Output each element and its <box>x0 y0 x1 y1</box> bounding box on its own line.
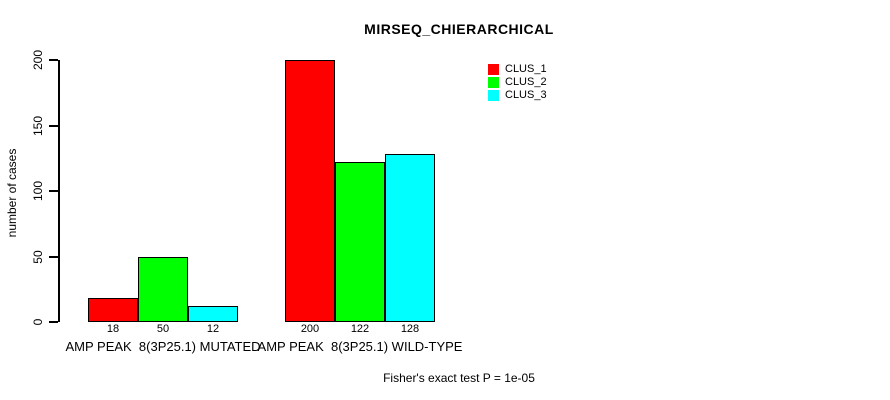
legend-label: CLUS_1 <box>505 63 547 75</box>
y-tick-label: 100 <box>31 180 45 202</box>
y-axis-line <box>58 60 60 322</box>
bar-clus-1-group-1 <box>88 298 138 322</box>
legend-label: CLUS_2 <box>505 76 547 88</box>
bar-value-label: 200 <box>300 323 320 335</box>
y-tick-mark <box>49 255 58 258</box>
legend-swatch-icon <box>488 90 499 101</box>
chart-title: MIRSEQ_CHIERARCHICAL <box>364 21 554 37</box>
y-tick-mark <box>49 190 58 192</box>
bar-value-label: 18 <box>106 323 120 335</box>
bar-clus-2-group-2 <box>335 162 385 322</box>
legend-label: CLUS_3 <box>505 89 547 101</box>
y-axis-label: number of cases <box>5 148 19 238</box>
x-category-label: AMP PEAK 8(3P25.1) WILD-TYPE <box>257 339 463 354</box>
y-tick-mark <box>49 321 58 323</box>
legend-item: CLUS_2 <box>488 77 547 88</box>
legend-item: CLUS_1 <box>488 64 547 75</box>
legend-swatch-icon <box>488 77 499 88</box>
y-tick-label: 50 <box>31 249 45 264</box>
bar-clus-1-group-2 <box>285 60 335 322</box>
y-tick-label: 200 <box>31 49 45 71</box>
bar-value-label: 50 <box>156 323 170 335</box>
legend-item: CLUS_3 <box>488 90 547 101</box>
fisher-test-note: Fisher's exact test P = 1e-05 <box>383 371 535 385</box>
y-tick-label: 0 <box>31 318 45 326</box>
bar-value-label: 12 <box>206 323 220 335</box>
bar-value-label: 128 <box>400 323 420 335</box>
bar-clus-3-group-2 <box>385 154 435 322</box>
bar-clus-2-group-1 <box>138 256 188 322</box>
y-tick-mark <box>49 59 58 61</box>
legend: CLUS_1 CLUS_2 CLUS_3 <box>488 64 547 103</box>
y-tick-mark <box>49 124 58 127</box>
y-tick-label: 150 <box>31 115 45 136</box>
legend-swatch-icon <box>488 64 499 75</box>
bar-value-label: 122 <box>350 323 370 335</box>
bar-clus-3-group-1 <box>188 306 238 322</box>
x-category-label: AMP PEAK 8(3P25.1) MUTATED <box>65 339 261 354</box>
